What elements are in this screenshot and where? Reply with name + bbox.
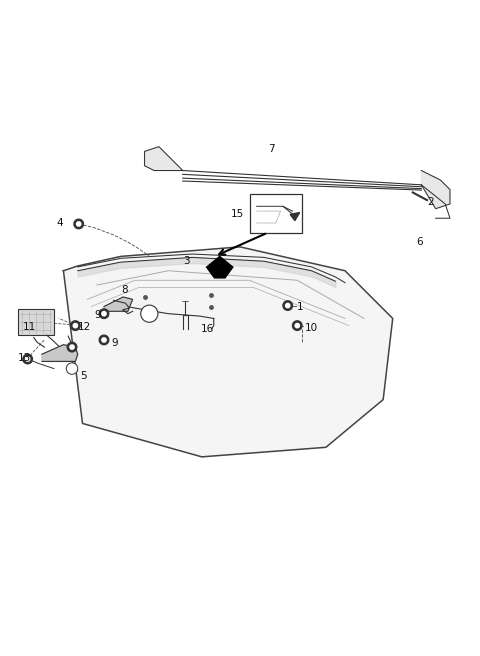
Polygon shape [206,256,233,278]
Circle shape [292,321,302,331]
Circle shape [70,345,74,349]
Text: 12: 12 [78,322,91,332]
Polygon shape [104,297,132,312]
Circle shape [286,304,290,308]
Circle shape [102,312,106,316]
Text: 10: 10 [304,323,318,333]
Polygon shape [42,344,78,361]
Text: 11: 11 [23,322,36,332]
Polygon shape [290,213,300,220]
Text: 13: 13 [18,352,31,363]
Text: 15: 15 [230,209,244,219]
Polygon shape [63,247,393,457]
Circle shape [76,222,81,226]
Polygon shape [421,171,450,209]
Circle shape [66,363,78,375]
Text: 8: 8 [121,285,128,295]
Text: 6: 6 [417,237,423,247]
Text: 9: 9 [111,338,118,348]
Text: 1: 1 [297,302,304,312]
Circle shape [71,321,80,331]
Bar [250,194,302,233]
Text: 16: 16 [201,325,214,335]
Circle shape [74,219,84,229]
Circle shape [23,354,33,364]
Circle shape [67,342,77,352]
Text: 3: 3 [183,256,190,266]
Circle shape [283,301,292,310]
Circle shape [99,335,109,344]
Text: 9: 9 [95,310,101,320]
Polygon shape [144,147,183,171]
Circle shape [295,323,300,328]
Circle shape [25,357,30,361]
Text: 2: 2 [428,197,434,207]
Circle shape [102,338,106,342]
Circle shape [141,305,158,322]
Bar [18,309,54,335]
Text: 4: 4 [57,218,63,228]
Text: 7: 7 [268,144,274,154]
Text: 5: 5 [80,371,87,380]
Circle shape [99,309,109,318]
Circle shape [73,323,77,328]
